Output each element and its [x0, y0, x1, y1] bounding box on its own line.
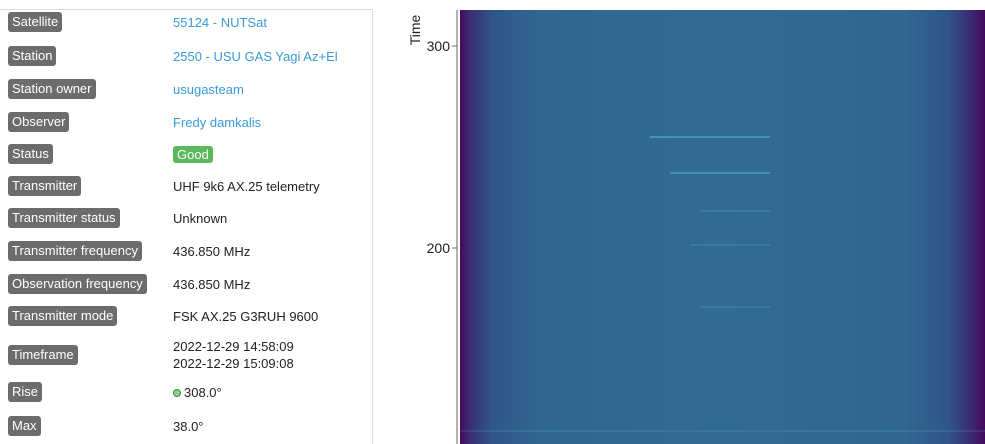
detail-row: Transmitter status Unknown — [0, 206, 372, 230]
value-text: 55124 - NUTSat — [173, 15, 267, 30]
time-axis: Time 300 200 — [400, 0, 460, 444]
value-text: 38.0° — [173, 419, 204, 434]
detail-row: Status Good — [0, 142, 372, 166]
label-badge: Observation frequency — [8, 274, 147, 294]
tick-label: 200 — [427, 240, 451, 256]
waterfall — [460, 10, 985, 444]
value-text: Unknown — [173, 211, 227, 226]
value[interactable]: Fredy damkalis — [173, 114, 261, 131]
value-text: 436.850 MHz — [173, 277, 250, 292]
rise-icon — [173, 389, 181, 397]
value-line: 2022-12-29 14:58:09 — [173, 338, 294, 355]
value-text: 2550 - USU GAS Yagi Az+El — [173, 49, 338, 64]
label-badge: Rise — [8, 382, 42, 402]
tick-label: 300 — [427, 38, 451, 54]
detail-row: Station 2550 - USU GAS Yagi Az+El — [0, 44, 372, 68]
value-text: FSK AX.25 G3RUH 9600 — [173, 309, 318, 324]
signal — [700, 210, 770, 212]
detail-row: Transmitter UHF 9k6 AX.25 telemetry — [0, 174, 372, 198]
value: UHF 9k6 AX.25 telemetry — [173, 178, 320, 195]
label-badge: Transmitter mode — [8, 306, 117, 326]
signal — [700, 306, 770, 308]
label-badge: Status — [8, 144, 53, 164]
value[interactable]: 2550 - USU GAS Yagi Az+El — [173, 48, 338, 65]
label-badge: Station owner — [8, 79, 96, 99]
signal — [670, 172, 770, 174]
value[interactable]: 55124 - NUTSat — [173, 14, 267, 31]
signal — [650, 136, 770, 138]
label-badge: Observer — [8, 112, 69, 132]
label-badge: Timeframe — [8, 345, 78, 365]
detail-row: Transmitter mode FSK AX.25 G3RUH 9600 — [0, 304, 372, 328]
value: 38.0° — [173, 418, 204, 435]
label-badge: Transmitter — [8, 176, 81, 196]
detail-row: Station owner usugasteam — [0, 77, 372, 101]
label-badge: Transmitter frequency — [8, 241, 142, 261]
axis-label: Time — [407, 14, 423, 45]
value-text: 436.850 MHz — [173, 244, 250, 259]
label-badge: Max — [8, 416, 41, 436]
detail-row: Observer Fredy damkalis — [0, 110, 372, 134]
value: Good — [173, 146, 213, 163]
value: 436.850 MHz — [173, 243, 250, 260]
value: FSK AX.25 G3RUH 9600 — [173, 308, 318, 325]
value: 436.850 MHz — [173, 276, 250, 293]
signal — [460, 430, 985, 432]
value: Unknown — [173, 210, 227, 227]
detail-row: Transmitter frequency 436.850 MHz — [0, 239, 372, 263]
label-badge: Station — [8, 46, 56, 66]
detail-row: Rise 308.0° — [0, 380, 372, 404]
value-text: usugasteam — [173, 82, 244, 97]
detail-row: Max 38.0° — [0, 414, 372, 438]
detail-row: Observation frequency 436.850 MHz — [0, 272, 372, 296]
value-line: 2022-12-29 15:09:08 — [173, 355, 294, 372]
detail-row: Satellite 55124 - NUTSat — [0, 10, 372, 34]
value-text: UHF 9k6 AX.25 telemetry — [173, 179, 320, 194]
signal — [690, 244, 770, 246]
value: 308.0° — [173, 384, 222, 401]
status-badge: Good — [173, 146, 213, 163]
label-badge: Transmitter status — [8, 208, 120, 228]
label-badge: Satellite — [8, 12, 62, 32]
divider — [372, 9, 373, 444]
value-text: 308.0° — [184, 385, 222, 400]
value[interactable]: usugasteam — [173, 81, 244, 98]
value-text: Fredy damkalis — [173, 115, 261, 130]
page: Satellite 55124 - NUTSat Station 2550 - USU… — [0, 0, 985, 444]
